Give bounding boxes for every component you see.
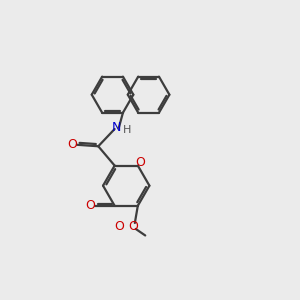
Text: H: H	[123, 124, 131, 135]
Text: O: O	[68, 138, 77, 151]
Text: O: O	[128, 220, 138, 233]
Text: N: N	[112, 121, 121, 134]
Text: O: O	[85, 199, 95, 212]
Text: O: O	[135, 155, 145, 169]
Text: O: O	[114, 220, 124, 233]
